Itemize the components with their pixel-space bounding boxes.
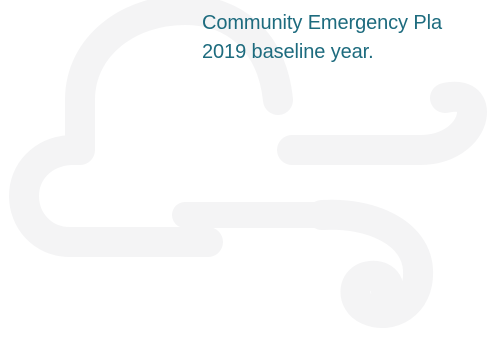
cloud-outline: [9, 0, 293, 257]
wind-stroke-bottom: [307, 199, 433, 328]
body-text-line-1: Community Emergency Pla: [202, 12, 443, 34]
body-text-line-2: 2019 baseline year.: [202, 41, 374, 63]
wind-stroke-top: [277, 81, 487, 165]
body-text: Community Emergency Pla 2019 baseline ye…: [202, 9, 489, 67]
